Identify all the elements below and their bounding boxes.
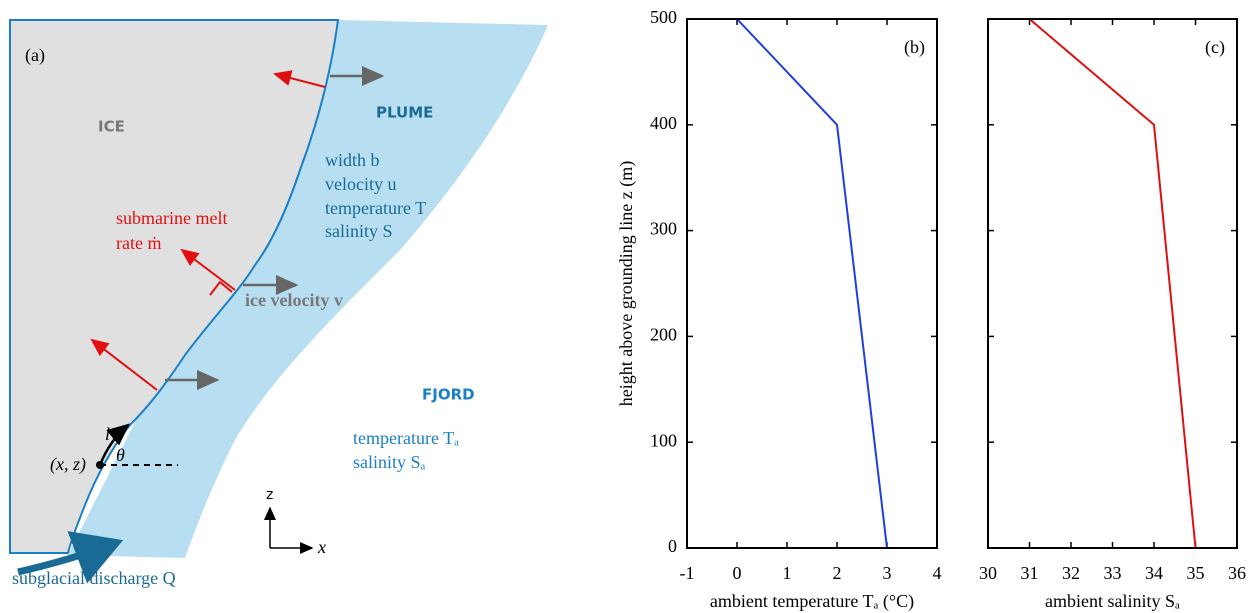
- plume-prop: velocity u: [325, 174, 396, 194]
- melt-label: submarine melt: [116, 208, 227, 228]
- plume-label: PLUME: [376, 104, 433, 122]
- melt-arrow: [90, 338, 158, 391]
- point: [96, 461, 104, 469]
- x-axis-label: ambient salinity Sₐ: [1045, 591, 1180, 611]
- discharge-label: subglacial discharge Q: [12, 568, 176, 588]
- l-label: l: [105, 424, 110, 444]
- melt-label: rate ṁ: [116, 233, 161, 253]
- y-axis-label: height above grounding line z (m): [616, 161, 637, 406]
- right-angle: [209, 280, 233, 296]
- panel-label: (a): [25, 45, 45, 66]
- panel-label: (c): [1205, 37, 1225, 58]
- x-tick-label: 2: [833, 563, 842, 583]
- x-tick-label: 35: [1187, 563, 1205, 583]
- z-axis-label: z: [266, 487, 273, 503]
- y-tick-label: 500: [650, 7, 677, 27]
- data-line: [736, 18, 888, 549]
- y-tick-label: 200: [650, 325, 677, 345]
- y-tick-label: 300: [650, 219, 677, 239]
- x-tick-label: 31: [1021, 563, 1039, 583]
- x-tick-label: 3: [883, 563, 892, 583]
- x-axis-label: ambient temperature Tₐ (°C): [710, 591, 914, 612]
- y-tick-label: 400: [650, 113, 677, 133]
- ice-region: [9, 19, 340, 554]
- melt-arrow: [273, 70, 326, 88]
- plot-frame: [686, 18, 938, 549]
- plot-frame: [987, 18, 1238, 549]
- l-arrow: [98, 423, 130, 466]
- x-tick-label: 32: [1062, 563, 1080, 583]
- x-tick-label: 33: [1104, 563, 1122, 583]
- theta-label: θ: [116, 445, 125, 465]
- ice-velocity-label: ice velocity v: [245, 290, 343, 310]
- melt-arrow: [180, 248, 236, 291]
- x-tick-label: 4: [933, 563, 942, 583]
- plume-prop: salinity S: [325, 221, 393, 241]
- fjord-label: FJORD: [422, 386, 475, 404]
- point-label: (x, z): [50, 454, 86, 475]
- x-tick-label: 0: [733, 563, 742, 583]
- x-axis-label: x: [317, 537, 326, 557]
- y-tick-label: 100: [650, 430, 677, 450]
- panel-label: (b): [904, 37, 925, 58]
- diagram: (a) ICE PLUME width b velocity u tempera…: [9, 19, 548, 588]
- fjord-prop: temperature Tₐ: [353, 428, 459, 448]
- ice-label: ICE: [98, 118, 125, 136]
- x-tick-label: 36: [1228, 563, 1246, 583]
- y-tick-label: 0: [668, 536, 677, 556]
- data-line: [1028, 18, 1197, 549]
- x-tick-label: 1: [783, 563, 792, 583]
- x-tick-label: 30: [979, 563, 997, 583]
- plume-region: [68, 20, 548, 558]
- plume-prop: temperature T: [325, 198, 426, 218]
- discharge-arrow: [17, 531, 124, 584]
- plume-prop: width b: [325, 150, 380, 170]
- fjord-prop: salinity Sₐ: [353, 452, 426, 472]
- x-tick-label: -1: [680, 563, 695, 583]
- x-tick-label: 34: [1145, 563, 1163, 583]
